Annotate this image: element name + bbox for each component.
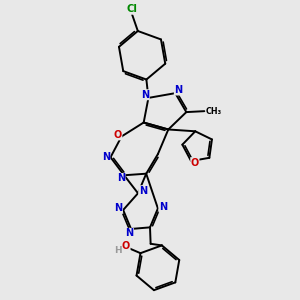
- Text: O: O: [114, 130, 122, 140]
- Text: N: N: [117, 173, 125, 183]
- Text: N: N: [114, 203, 122, 213]
- Text: O: O: [122, 241, 130, 251]
- Text: Cl: Cl: [127, 4, 138, 14]
- Text: O: O: [191, 158, 199, 168]
- Text: N: N: [174, 85, 182, 95]
- Text: N: N: [139, 186, 147, 196]
- Text: N: N: [102, 152, 110, 162]
- Text: H: H: [114, 246, 122, 255]
- Text: N: N: [125, 228, 134, 239]
- Text: CH₃: CH₃: [206, 107, 222, 116]
- Text: N: N: [141, 90, 149, 100]
- Text: N: N: [159, 202, 167, 212]
